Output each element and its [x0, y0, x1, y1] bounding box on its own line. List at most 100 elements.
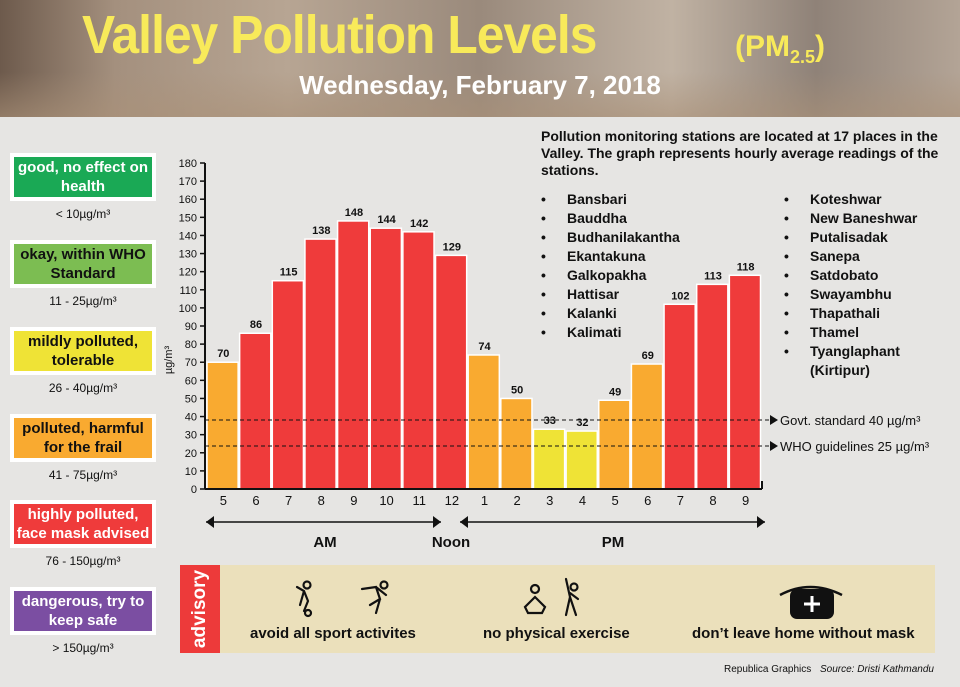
- legend-box: okay, within WHO Standard: [10, 240, 156, 288]
- station-item: (Kirtipur): [810, 362, 870, 378]
- legend-box: highly polluted, face mask advised: [10, 500, 156, 548]
- y-tick-label: 70: [185, 357, 197, 369]
- data-label: 49: [609, 386, 621, 398]
- x-tick-label: 7: [677, 493, 684, 508]
- legend-box: mildly polluted, tolerable: [10, 327, 156, 375]
- data-label: 32: [576, 417, 588, 429]
- legend-range: < 10µg/m³: [55, 207, 111, 221]
- x-tick-label: 9: [350, 493, 357, 508]
- data-label: 86: [250, 319, 262, 331]
- data-label: 115: [280, 267, 298, 279]
- y-tick-label: 180: [179, 158, 197, 170]
- meditation-icon: [523, 583, 547, 615]
- y-tick-label: 10: [185, 466, 197, 478]
- advisory-tag: advisory: [180, 565, 220, 653]
- stations-list-2: KoteshwarNew BaneshwarPutalisadakSanepaS…: [784, 190, 917, 380]
- x-tick-label: 5: [220, 493, 227, 508]
- bar: [238, 332, 272, 490]
- y-axis-label: µg/m³: [163, 345, 175, 374]
- x-tick-label: 8: [709, 493, 716, 508]
- x-tick-label: 1: [481, 493, 488, 508]
- y-tick-label: 170: [179, 176, 197, 188]
- bar: [728, 274, 762, 490]
- y-tick-label: 90: [185, 321, 197, 333]
- data-label: 50: [511, 384, 523, 396]
- data-label: 142: [410, 218, 428, 230]
- x-tick-label: 2: [514, 493, 521, 508]
- data-label: 138: [312, 225, 330, 237]
- bar: [532, 428, 566, 490]
- x-tick-label: 6: [252, 493, 259, 508]
- station-item: Thamel: [784, 323, 917, 342]
- date-subtitle: Wednesday, February 7, 2018: [299, 70, 661, 100]
- y-tick-label: 30: [185, 430, 197, 442]
- legend-range: 11 - 25µg/m³: [49, 294, 117, 308]
- x-tick-label: 10: [379, 493, 393, 508]
- station-item: Galkopakha: [541, 266, 680, 285]
- bar: [630, 363, 664, 490]
- header-photo: [0, 0, 960, 117]
- data-label: 129: [443, 241, 461, 253]
- data-label: 102: [671, 290, 689, 302]
- bar: [336, 220, 370, 490]
- noon-label: Noon: [432, 534, 470, 551]
- bar: [500, 397, 533, 490]
- bar: [271, 279, 305, 490]
- reference-label: WHO guidelines 25 µg/m³: [780, 439, 930, 454]
- advisory-item-sport: avoid all sport activites: [250, 625, 416, 642]
- station-item: Koteshwar: [784, 190, 917, 209]
- station-item: Bauddha: [541, 209, 680, 228]
- stations-list-1: BansbariBauddhaBudhanilakanthaEkantakuna…: [541, 190, 680, 342]
- legend-box: dangerous, try to keep safe: [10, 587, 156, 635]
- y-tick-label: 160: [179, 194, 197, 206]
- arrow-right-icon: [433, 516, 441, 528]
- y-tick-label: 130: [179, 249, 197, 261]
- y-tick-label: 110: [179, 285, 197, 297]
- page-title: Valley Pollution Levels: [82, 5, 597, 65]
- x-tick-label: 4: [579, 493, 586, 508]
- y-tick-label: 120: [179, 267, 197, 279]
- arrow-left-icon: [206, 516, 214, 528]
- reference-arrow-icon: [770, 415, 778, 425]
- station-item: Kalimati: [541, 323, 680, 342]
- bar: [663, 303, 696, 490]
- bar: [304, 238, 337, 490]
- football-player-icon: [295, 580, 313, 618]
- data-label: 113: [704, 270, 722, 282]
- y-tick-label: 150: [179, 212, 197, 224]
- credit: Republica Graphics: [724, 664, 812, 675]
- y-tick-label: 40: [185, 412, 197, 424]
- bar: [434, 254, 468, 490]
- y-tick-label: 140: [179, 230, 197, 242]
- sprinter-icon: [360, 580, 389, 615]
- station-item: Kalanki: [541, 304, 680, 323]
- bar: [402, 231, 435, 490]
- advisory-icons: [295, 577, 843, 619]
- stretching-icon: [564, 577, 580, 617]
- station-item: Ekantakuna: [541, 247, 680, 266]
- x-tick-label: 6: [644, 493, 651, 508]
- pm-label: (PM2.5): [735, 30, 826, 67]
- data-label: 70: [217, 348, 229, 360]
- arrow-left-icon: [460, 516, 468, 528]
- x-tick-label: 12: [445, 493, 459, 508]
- x-tick-label: 11: [412, 493, 426, 508]
- y-tick-label: 80: [185, 339, 197, 351]
- data-label: 69: [642, 350, 654, 362]
- legend-box: good, no effect on health: [10, 153, 156, 201]
- station-item: Hattisar: [541, 285, 680, 304]
- arrow-right-icon: [757, 516, 765, 528]
- legend-range: 76 - 150µg/m³: [45, 554, 121, 568]
- advisory-item-exercise: no physical exercise: [483, 625, 630, 642]
- bar: [598, 399, 631, 490]
- station-item: Thapathali: [784, 304, 917, 323]
- bar: [565, 430, 599, 490]
- face-mask-icon: [779, 585, 843, 619]
- x-tick-label: 9: [742, 493, 749, 508]
- station-item: New Baneshwar: [784, 209, 917, 228]
- x-tick-label: 8: [318, 493, 325, 508]
- bar: [695, 283, 729, 490]
- x-tick-label: 7: [285, 493, 292, 508]
- station-item: Bansbari: [541, 190, 680, 209]
